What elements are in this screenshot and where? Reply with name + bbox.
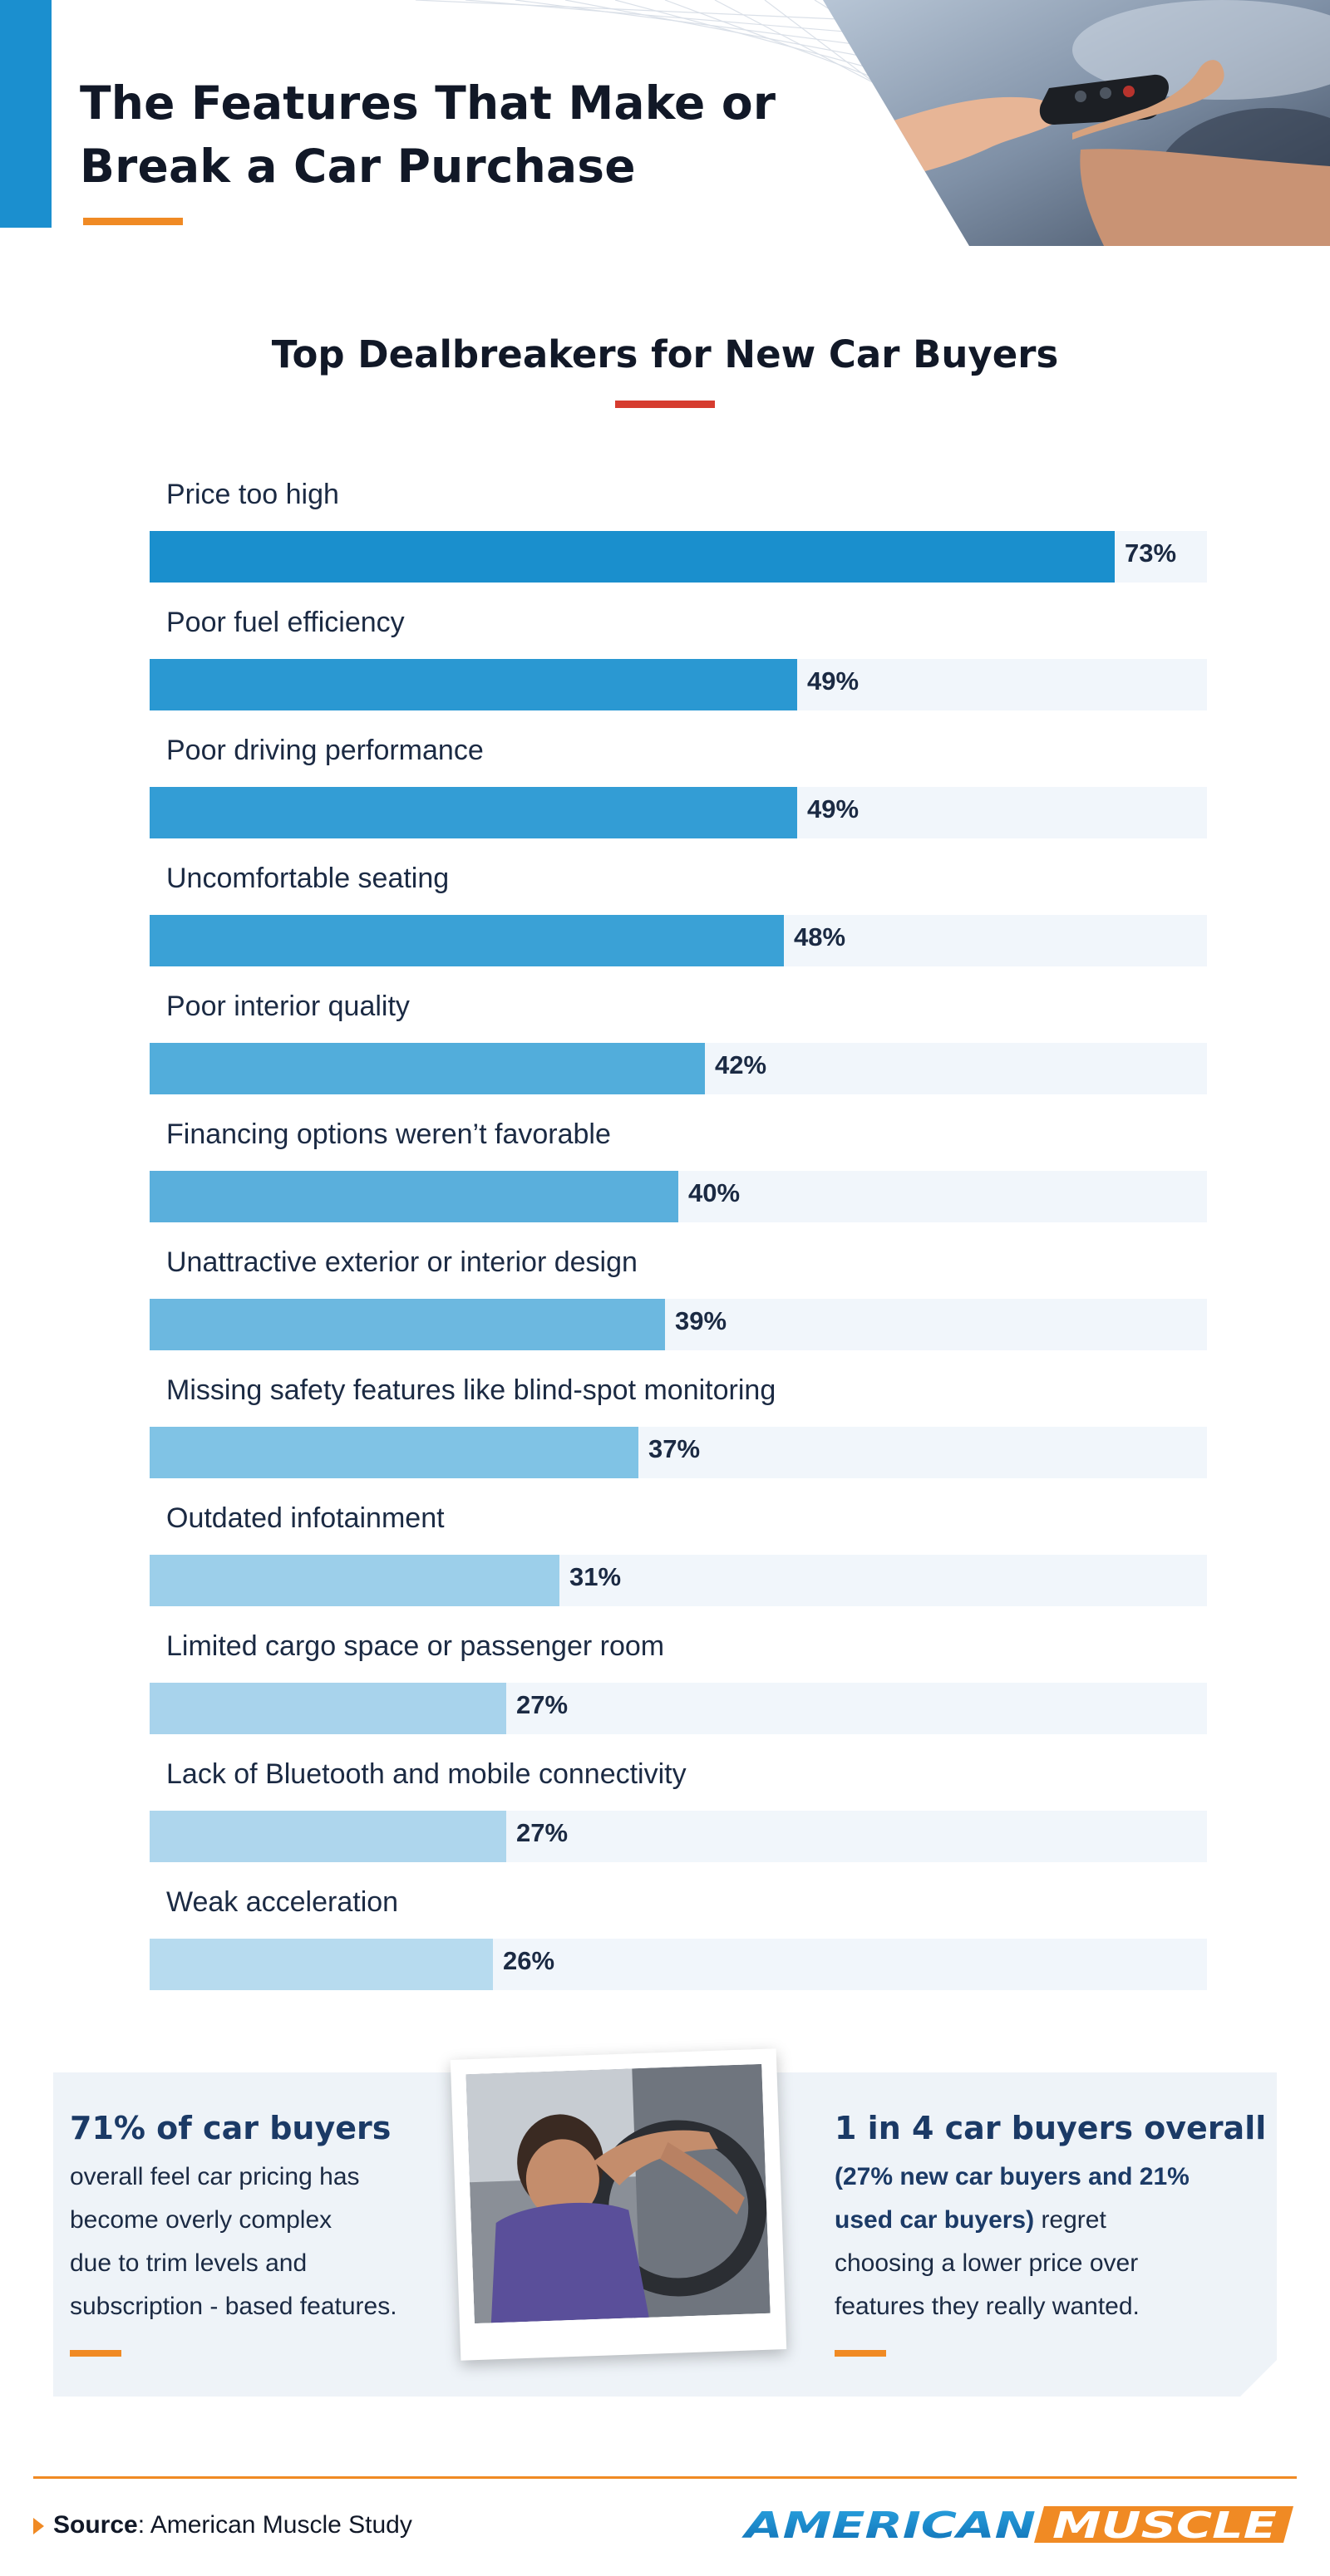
stat-right-bold-1: (27% new car buyers and 21%	[835, 2163, 1190, 2190]
bar-value-label: 39%	[675, 1306, 727, 1335]
bar-value-label: 48%	[794, 922, 846, 951]
bar-value-label: 31%	[569, 1562, 622, 1591]
bar-label: Outdated infotainment	[166, 1502, 445, 1534]
bar-value-label: 49%	[807, 666, 860, 696]
bar	[150, 1555, 559, 1606]
bar-label: Weak acceleration	[166, 1886, 399, 1918]
bar-label: Uncomfortable seating	[166, 863, 450, 894]
logo-word-muscle: MUSCLE	[1052, 2505, 1277, 2547]
bar-label: Poor driving performance	[166, 735, 484, 766]
bar-value-label: 40%	[688, 1178, 741, 1207]
stat-right-dash	[835, 2350, 886, 2357]
stat-right-headline: 1 in 4 car buyers overall	[835, 2110, 1267, 2146]
bar-value-label: 27%	[516, 1690, 569, 1719]
page-title-line-2: Break a Car Purchase	[80, 140, 636, 193]
chart-row: Uncomfortable seating 48%	[150, 849, 1207, 977]
chart-title: Top Dealbreakers for New Car Buyers	[271, 332, 1059, 376]
chart-row: Weak acceleration 26%	[150, 1873, 1207, 2001]
chart-row: Price too high 73%	[150, 465, 1207, 593]
stat-left-body: overall feel car pricing has become over…	[70, 2156, 461, 2328]
chart-row: Missing safety features like blind-spot …	[150, 1361, 1207, 1489]
stat-left-dash	[70, 2350, 121, 2357]
stat-left: 71% of car buyers overall feel car prici…	[70, 2106, 461, 2328]
bar-label: Financing options weren’t favorable	[166, 1118, 611, 1150]
logo-word-american: AMERICAN	[741, 2505, 1036, 2547]
chart-row: Poor interior quality 42%	[150, 977, 1207, 1105]
bar	[150, 1683, 506, 1734]
bar-value-label: 26%	[503, 1946, 555, 1975]
bar-value-label: 37%	[648, 1434, 701, 1463]
bar-value-label: 27%	[516, 1818, 569, 1847]
bar	[150, 1299, 665, 1350]
bar	[150, 1043, 705, 1094]
footer-arrow-icon	[33, 2518, 44, 2534]
chart-row: Poor fuel efficiency 49%	[150, 593, 1207, 721]
page-title: The Features That Make or Break a Car Pu…	[80, 71, 828, 198]
page-title-line-1: The Features That Make or	[80, 76, 776, 130]
bar	[150, 915, 784, 966]
bar-label: Poor fuel efficiency	[166, 607, 405, 638]
stat-left-line-2: become overly complex	[70, 2206, 332, 2234]
bar	[150, 1427, 638, 1478]
source-label: Source	[53, 2511, 138, 2539]
stat-right-line-3: choosing a lower price over	[835, 2249, 1139, 2277]
bar-value-label: 42%	[715, 1050, 767, 1079]
chart-row: Lack of Bluetooth and mobile connectivit…	[150, 1745, 1207, 1873]
car-key-handoff-photo	[823, 0, 1330, 246]
title-underline	[83, 218, 183, 225]
stat-left-line-3: due to trim levels and	[70, 2249, 308, 2277]
source-citation: Source: American Muscle Study	[53, 2511, 412, 2539]
dealbreakers-bar-chart: Price too high 73% Poor fuel efficiency 49%…	[0, 465, 1330, 2011]
bar-label: Limited cargo space or passenger room	[166, 1630, 665, 1662]
stat-left-line-1: overall feel car pricing has	[70, 2163, 360, 2190]
stats-panel-corner	[1240, 2360, 1277, 2397]
bar	[150, 659, 797, 710]
source-text: : American Muscle Study	[137, 2511, 412, 2539]
bar	[150, 787, 797, 838]
footer-divider	[33, 2476, 1297, 2479]
chart-row: Poor driving performance 49%	[150, 721, 1207, 849]
stat-right-line-4: features they really wanted.	[835, 2293, 1140, 2320]
frustrated-driver-illustration	[466, 2063, 771, 2324]
stat-right-bold-2: used car buyers)	[835, 2206, 1035, 2234]
stat-right-rest-2: regret	[1034, 2206, 1106, 2234]
frustrated-driver-photo-frame	[450, 2048, 787, 2361]
bar-label: Price too high	[166, 479, 339, 510]
chart-row: Unattractive exterior or interior design…	[150, 1233, 1207, 1361]
bar	[150, 1811, 506, 1862]
header: The Features That Make or Break a Car Pu…	[0, 0, 1330, 249]
stat-left-line-4: subscription - based features.	[70, 2293, 397, 2320]
chart-row: Outdated infotainment 31%	[150, 1489, 1207, 1617]
chart-title-underline	[615, 401, 715, 408]
header-line-pattern	[415, 0, 924, 114]
bar	[150, 531, 1115, 583]
stat-right-line-2: used car buyers) regret	[835, 2199, 1267, 2242]
american-muscle-logo: AMERICAN MUSCLE	[741, 2505, 1293, 2547]
header-accent-bar	[0, 0, 52, 228]
bar-label: Poor interior quality	[166, 991, 410, 1022]
bar	[150, 1939, 493, 1990]
frustrated-driver-photo	[466, 2063, 771, 2324]
bar-value-label: 73%	[1125, 538, 1177, 568]
stat-right-body: (27% new car buyers and 21% used car buy…	[835, 2156, 1267, 2328]
bar-label: Lack of Bluetooth and mobile connectivit…	[166, 1758, 687, 1790]
bar-label: Missing safety features like blind-spot …	[166, 1374, 776, 1406]
bar	[150, 1171, 678, 1222]
chart-row: Limited cargo space or passenger room 27%	[150, 1617, 1207, 1745]
chart-row: Financing options weren’t favorable 40%	[150, 1105, 1207, 1233]
stat-right-line-1: (27% new car buyers and 21%	[835, 2156, 1267, 2199]
stat-right: 1 in 4 car buyers overall (27% new car b…	[835, 2106, 1267, 2328]
bar-value-label: 49%	[807, 794, 860, 823]
stat-left-headline: 71% of car buyers	[70, 2110, 392, 2146]
bar-label: Unattractive exterior or interior design	[166, 1246, 638, 1278]
